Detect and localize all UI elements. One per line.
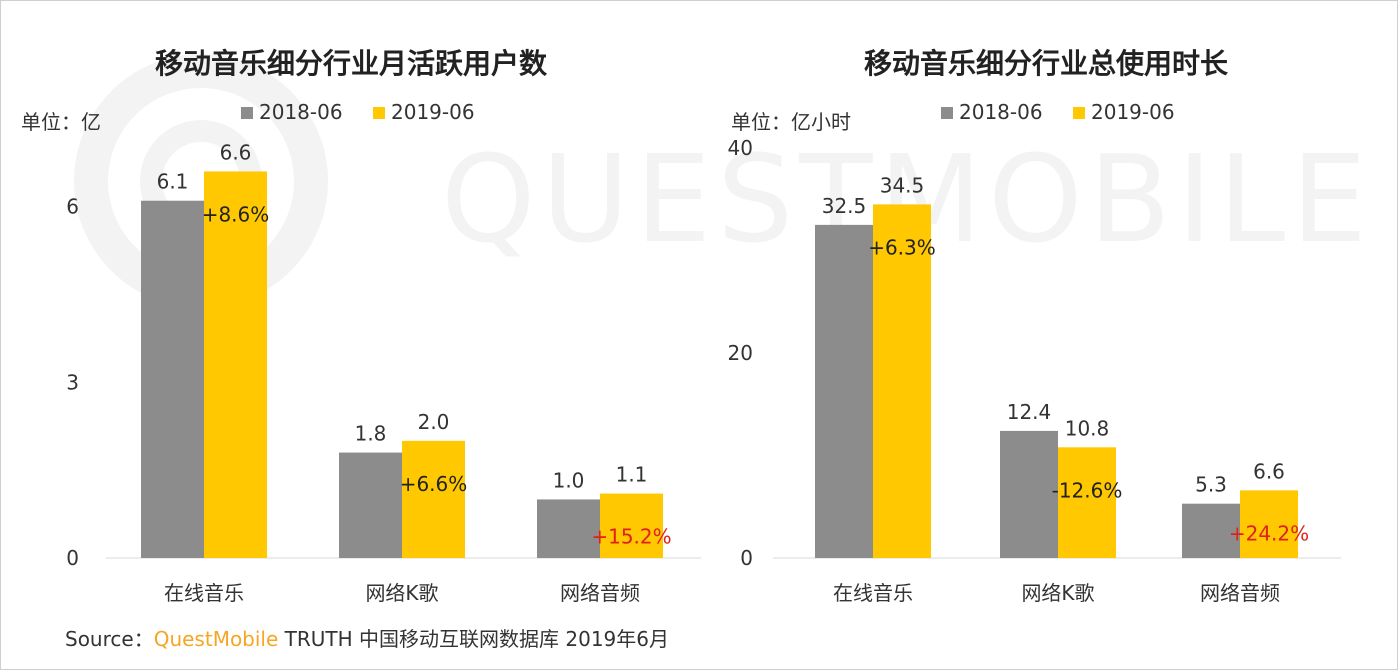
bar-2018 bbox=[815, 224, 873, 558]
legend-swatch-2019 bbox=[373, 107, 385, 119]
y-tick-label: 20 bbox=[728, 341, 753, 365]
legend-label-2018: 2018-06 bbox=[259, 100, 343, 124]
value-label-2018: 32.5 bbox=[822, 194, 867, 218]
growth-label: +8.6% bbox=[202, 202, 270, 226]
growth-label: +24.2% bbox=[1229, 521, 1309, 545]
bar-2018 bbox=[537, 499, 600, 558]
legend-swatch-2019 bbox=[1073, 107, 1085, 119]
value-label-2019: 6.6 bbox=[1253, 459, 1285, 483]
legend-label-2019: 2019-06 bbox=[1091, 100, 1175, 124]
value-label-2019: 10.8 bbox=[1065, 416, 1110, 440]
bar-2019 bbox=[402, 440, 465, 558]
y-tick-label: 6 bbox=[66, 195, 79, 219]
value-label-2018: 1.8 bbox=[355, 422, 387, 446]
bar-2019 bbox=[873, 204, 931, 558]
value-label-2019: 1.1 bbox=[616, 463, 648, 487]
category-label: 网络音频 bbox=[1200, 581, 1280, 605]
y-tick-label: 40 bbox=[728, 136, 753, 160]
bar-2018 bbox=[141, 200, 204, 558]
source-note: Source：QuestMobile TRUTH 中国移动互联网数据库 2019… bbox=[65, 623, 669, 652]
category-label: 网络K歌 bbox=[1021, 581, 1094, 605]
growth-label: +6.3% bbox=[868, 235, 936, 259]
chart-title-1: 移动音乐细分行业月活跃用户数 bbox=[155, 47, 548, 80]
y-tick-label: 0 bbox=[66, 546, 79, 570]
unit-label-1: 单位：亿 bbox=[21, 110, 101, 134]
growth-label: +15.2% bbox=[591, 525, 671, 549]
source-rest: TRUTH 中国移动互联网数据库 2019年6月 bbox=[278, 627, 669, 651]
source-brand: QuestMobile bbox=[153, 627, 279, 651]
bar-2018 bbox=[1000, 430, 1058, 558]
source-prefix: Source： bbox=[65, 627, 154, 651]
legend-label-2019: 2019-06 bbox=[391, 100, 475, 124]
bar-2018 bbox=[1182, 503, 1240, 558]
growth-label: -12.6% bbox=[1052, 478, 1123, 502]
legend-swatch-2018 bbox=[241, 107, 253, 119]
y-tick-label: 3 bbox=[66, 370, 79, 394]
value-label-2018: 5.3 bbox=[1195, 473, 1227, 497]
growth-label: +6.6% bbox=[400, 472, 468, 496]
legend-swatch-2018 bbox=[941, 107, 953, 119]
category-label: 在线音乐 bbox=[164, 581, 244, 605]
value-label-2018: 1.0 bbox=[553, 468, 585, 492]
category-label: 网络音频 bbox=[560, 581, 640, 605]
category-label: 在线音乐 bbox=[833, 581, 913, 605]
value-label-2018: 12.4 bbox=[1007, 400, 1052, 424]
category-label: 网络K歌 bbox=[365, 581, 438, 605]
bar-2019 bbox=[204, 171, 267, 558]
bar-2019 bbox=[1058, 447, 1116, 558]
value-label-2019: 2.0 bbox=[418, 410, 450, 434]
value-label-2019: 34.5 bbox=[880, 173, 925, 197]
unit-label-2: 单位：亿小时 bbox=[731, 110, 851, 134]
chart-title-2: 移动音乐细分行业总使用时长 bbox=[864, 47, 1228, 80]
bar-2019 bbox=[1240, 490, 1298, 558]
bar-2019 bbox=[600, 493, 663, 558]
value-label-2018: 6.1 bbox=[157, 170, 189, 194]
legend-label-2018: 2018-06 bbox=[959, 100, 1043, 124]
y-tick-label: 0 bbox=[740, 546, 753, 570]
value-label-2019: 6.6 bbox=[220, 140, 252, 164]
bar-2018 bbox=[339, 452, 402, 558]
